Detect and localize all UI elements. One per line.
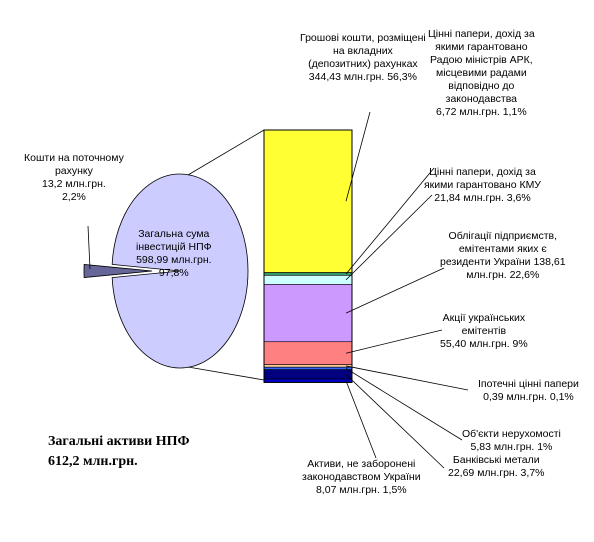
label-line: якими гарантовано — [435, 41, 528, 53]
label-line: Акції українських — [442, 312, 526, 324]
bar-segment-arc — [263, 272, 353, 276]
label-line: Об'єкти нерухомості — [462, 428, 561, 440]
chart-title: Загальні активи НПФ 612,2 млн.грн. — [48, 432, 190, 472]
leader-line-mortgage — [345, 365, 469, 391]
label-line: місцевими радами — [435, 67, 527, 79]
bar-label-other: Активи, не заборонені законодавством Укра… — [302, 458, 421, 497]
label-line: 5,83 млн.грн. 1% — [470, 441, 553, 453]
leader-line-shares — [345, 329, 443, 354]
connector-line-bottom — [187, 366, 265, 381]
pie-label-investments: Загальна сума інвестицій НПФ 598,99 млн.гр… — [136, 228, 212, 280]
leader-line-metals — [345, 374, 445, 469]
bar-outline — [263, 129, 353, 383]
label-line: Облігації підприємств, — [448, 230, 558, 242]
label-line: законодавством України — [302, 471, 421, 483]
bar-segment-other — [263, 378, 353, 383]
label-line: 0,39 млн.грн. 0,1% — [483, 391, 574, 403]
label-line: 13,2 млн.грн. — [42, 178, 106, 190]
label-line: 97,8% — [158, 267, 189, 279]
leader-line-bonds — [345, 267, 445, 314]
label-line: резиденти України 138,61 — [440, 256, 566, 268]
bar-segment-realestate — [263, 366, 353, 370]
label-line: 6,72 млн.грн. 1,1% — [436, 106, 527, 118]
bar-segment-mortgage — [263, 364, 353, 368]
leader-line-realestate — [345, 368, 463, 441]
chart-title-line: Загальні активи НПФ — [48, 434, 190, 449]
label-line: млн.грн. 22,6% — [466, 269, 540, 281]
label-line: Радою міністрів АРК, — [429, 54, 533, 66]
leader-line-deposits — [345, 111, 371, 202]
label-line: Банківські метали — [452, 454, 540, 466]
label-line: інвестицій НПФ — [136, 241, 212, 253]
leader-line-other — [345, 380, 377, 459]
label-line: 598,99 млн.грн. — [136, 254, 212, 266]
bar-label-shares: Акції українських емітентів 55,40 млн.грн.… — [440, 312, 528, 351]
label-line: 344,43 млн.грн. 56,3% — [308, 71, 417, 83]
label-line: 8,07 млн.грн. 1,5% — [315, 484, 407, 496]
bar-label-deposits: Грошові кошти, розміщені на вкладних (депо… — [300, 32, 426, 84]
leader-line-current-account — [87, 225, 91, 270]
connector-line-top — [187, 129, 265, 176]
bar-segment-kmu — [263, 275, 353, 285]
pie-slice-investments — [111, 173, 249, 369]
label-line: емітентів — [461, 325, 507, 337]
pie-label-current-account: Кошти на поточному рахунку 13,2 млн.грн. 2,… — [24, 152, 124, 204]
bar-segment-shares — [263, 341, 353, 365]
label-line: на вкладних — [332, 45, 393, 57]
bar-label-mortgage: Іпотечні цінні папери 0,39 млн.грн. 0,1% — [478, 378, 579, 404]
label-line: 2,2% — [61, 191, 86, 203]
label-line: 55,40 млн.грн. 9% — [440, 338, 528, 350]
label-line: емітентами яких є — [458, 243, 547, 255]
label-line: Активи, не заборонені — [307, 458, 416, 470]
label-line: відповідно до — [448, 80, 515, 92]
bar-segment-metals — [263, 369, 353, 380]
label-line: Іпотечні цінні папери — [478, 378, 579, 390]
bar-segment-bonds — [263, 284, 353, 343]
label-line: Цінні папери, дохід за — [429, 166, 536, 178]
pie-slice-current-account — [83, 263, 153, 279]
bar-label-kmu: Цінні папери, дохід за якими гарантовано … — [424, 166, 541, 205]
label-line: 22,69 млн.грн. 3,7% — [448, 467, 545, 479]
label-line: законодавства — [445, 93, 518, 105]
chart-title-line: 612,2 млн.грн. — [48, 454, 138, 469]
label-line: рахунку — [54, 165, 93, 177]
leader-line-kmu — [345, 194, 433, 281]
label-line: (депозитних) рахунках — [308, 58, 418, 70]
bar-label-arc: Цінні папери, дохід за якими гарантовано Р… — [428, 28, 535, 119]
label-line: Цінні папери, дохід за — [428, 28, 535, 40]
label-line: якими гарантовано КМУ — [424, 179, 541, 191]
bar-label-metals: Банківські метали 22,69 млн.грн. 3,7% — [448, 454, 545, 480]
label-line: Грошові кошти, розміщені — [300, 32, 426, 44]
label-line: Кошти на поточному — [24, 152, 124, 164]
label-line: Загальна сума — [138, 228, 210, 240]
bar-label-realestate: Об'єкти нерухомості 5,83 млн.грн. 1% — [462, 428, 561, 454]
leader-line-arc — [345, 167, 435, 275]
label-line: 21,84 млн.грн. 3,6% — [434, 192, 531, 204]
bar-segment-deposits — [263, 129, 353, 273]
